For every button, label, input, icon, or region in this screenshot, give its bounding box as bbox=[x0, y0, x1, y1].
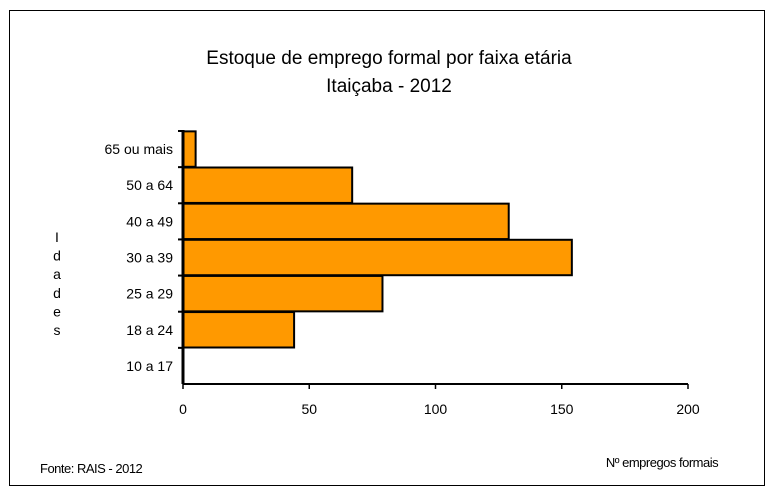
x-tick-label: 50 bbox=[301, 401, 317, 417]
y-axis-label-letter: a bbox=[53, 266, 61, 282]
bar-30-a-39 bbox=[182, 238, 573, 277]
bar-40-a-49 bbox=[182, 202, 510, 241]
y-axis-label-letter: I bbox=[55, 229, 59, 245]
x-tick-label: 200 bbox=[676, 401, 700, 417]
x-axis-label: Nº empregos formais bbox=[606, 455, 719, 470]
y-tick-label: 10 a 17 bbox=[126, 358, 173, 374]
y-tick-label: 65 ou mais bbox=[105, 141, 173, 157]
y-axis-label-letter: d bbox=[53, 285, 61, 301]
y-tick-label: 18 a 24 bbox=[126, 322, 173, 338]
y-axis-label-letter: s bbox=[54, 322, 61, 338]
chart-title: Estoque de emprego formal por faixa etár… bbox=[206, 48, 572, 69]
source-note: Fonte: RAIS - 2012 bbox=[40, 461, 143, 476]
x-tick-label: 100 bbox=[424, 401, 448, 417]
bar-50-a-64 bbox=[182, 166, 354, 204]
y-tick-label: 50 a 64 bbox=[126, 177, 173, 193]
y-axis-label-letter: e bbox=[53, 303, 61, 319]
y-tick-label: 30 a 39 bbox=[126, 250, 173, 266]
bars bbox=[182, 130, 573, 349]
y-tick-label: 25 a 29 bbox=[126, 286, 173, 302]
axes bbox=[178, 130, 689, 389]
x-tick-label: 150 bbox=[550, 401, 574, 417]
y-tick-label: 40 a 49 bbox=[126, 213, 173, 229]
bar-65-ou-mais bbox=[182, 130, 197, 168]
y-axis-label-letter: d bbox=[53, 248, 61, 264]
chart-subtitle: Itaiçaba - 2012 bbox=[326, 76, 452, 97]
x-tick-labels: 0 50 100 150 200 bbox=[179, 401, 700, 417]
x-tick-label: 0 bbox=[179, 401, 187, 417]
bar-25-a-29 bbox=[182, 274, 384, 313]
bar-18-a-24 bbox=[182, 311, 296, 349]
y-tick-labels: 10 a 17 18 a 24 25 a 29 30 a 39 40 a 49 50 a … bbox=[105, 141, 174, 374]
